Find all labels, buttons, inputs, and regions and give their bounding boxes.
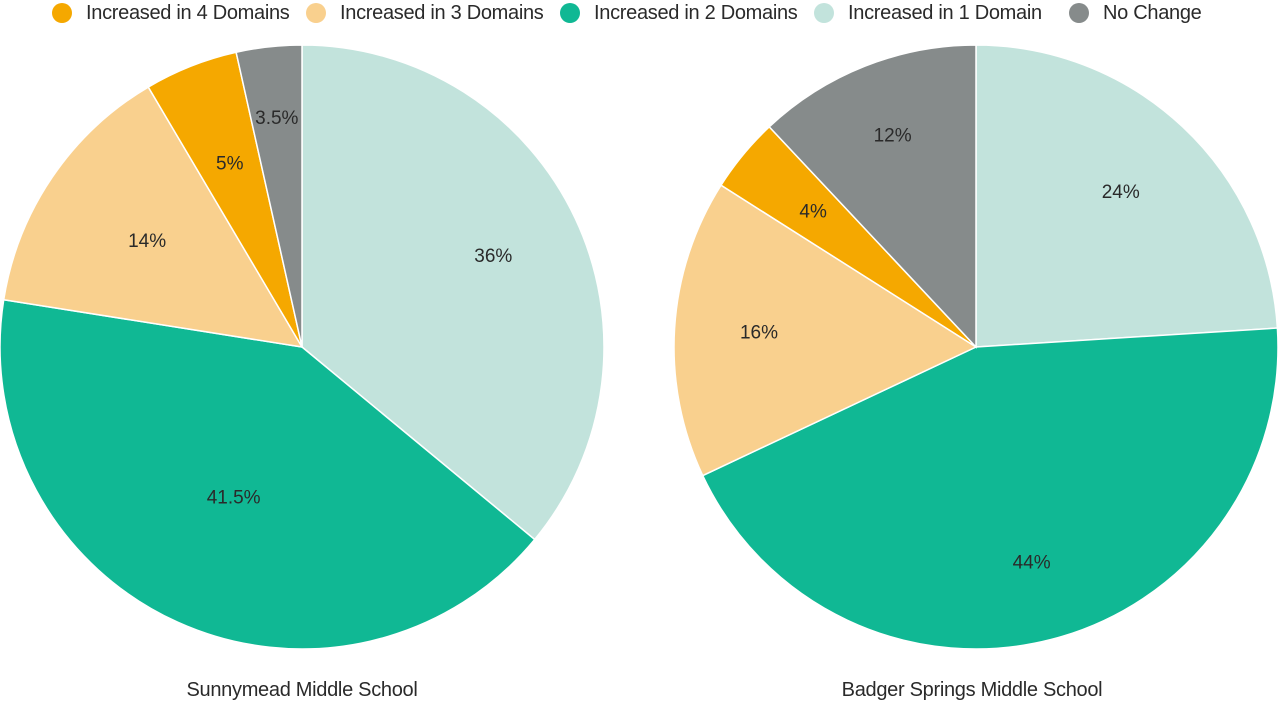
legend-item-increased-1: Increased in 1 Domain xyxy=(814,0,1042,26)
legend-item-increased-2: Increased in 2 Domains xyxy=(560,0,798,26)
pie-slice-no-change xyxy=(235,44,303,348)
pie-slice-increased-in-3-domains xyxy=(2,86,304,348)
legend-item-increased-3: Increased in 3 Domains xyxy=(306,0,544,26)
pie-slice-increased-in-3-domains xyxy=(673,184,978,477)
pie-title-badger-springs: Badger Springs Middle School xyxy=(841,679,1103,701)
pie-slice-increased-in-1-domain xyxy=(301,44,605,541)
legend-label: Increased in 1 Domain xyxy=(848,1,1042,24)
chart-legend: Increased in 4 Domains Increased in 3 Do… xyxy=(0,0,1279,26)
slice-label-no-change: 3.5% xyxy=(255,108,298,129)
legend-label: Increased in 2 Domains xyxy=(594,1,798,24)
legend-swatch-increased-1 xyxy=(814,3,834,23)
slice-label-increased-in-4-domains: 5% xyxy=(216,153,244,174)
legend-label: No Change xyxy=(1103,1,1202,24)
legend-swatch-increased-2 xyxy=(560,3,580,23)
legend-label: Increased in 4 Domains xyxy=(86,1,290,24)
slice-label-increased-in-3-domains: 16% xyxy=(740,322,778,343)
legend-swatch-increased-4 xyxy=(52,3,72,23)
slice-label-increased-in-1-domain: 36% xyxy=(474,246,512,267)
legend-swatch-increased-3 xyxy=(306,3,326,23)
slice-label-increased-in-3-domains: 14% xyxy=(128,231,166,252)
legend-swatch-no-change xyxy=(1069,3,1089,23)
legend-item-no-change: No Change xyxy=(1069,0,1202,26)
pie-slice-increased-in-2-domains xyxy=(0,298,536,650)
pie-0: 36% 41.5% 14% 5% 3.5% xyxy=(0,44,605,650)
slice-label-no-change: 12% xyxy=(874,125,912,146)
pie-1: 24% 44% 16% 4% 12% xyxy=(673,44,1279,650)
slice-label-increased-in-1-domain: 24% xyxy=(1102,182,1140,203)
legend-label: Increased in 3 Domains xyxy=(340,1,544,24)
pie-slice-no-change xyxy=(768,44,977,349)
slice-label-increased-in-4-domains: 4% xyxy=(799,201,827,222)
pie-title-sunnymead: Sunnymead Middle School xyxy=(186,679,418,701)
slice-label-increased-in-2-domains: 41.5% xyxy=(207,487,261,508)
legend-item-increased-4: Increased in 4 Domains xyxy=(52,0,290,26)
pie-slice-increased-in-1-domain xyxy=(975,44,1279,348)
slice-label-increased-in-2-domains: 44% xyxy=(1013,552,1051,573)
